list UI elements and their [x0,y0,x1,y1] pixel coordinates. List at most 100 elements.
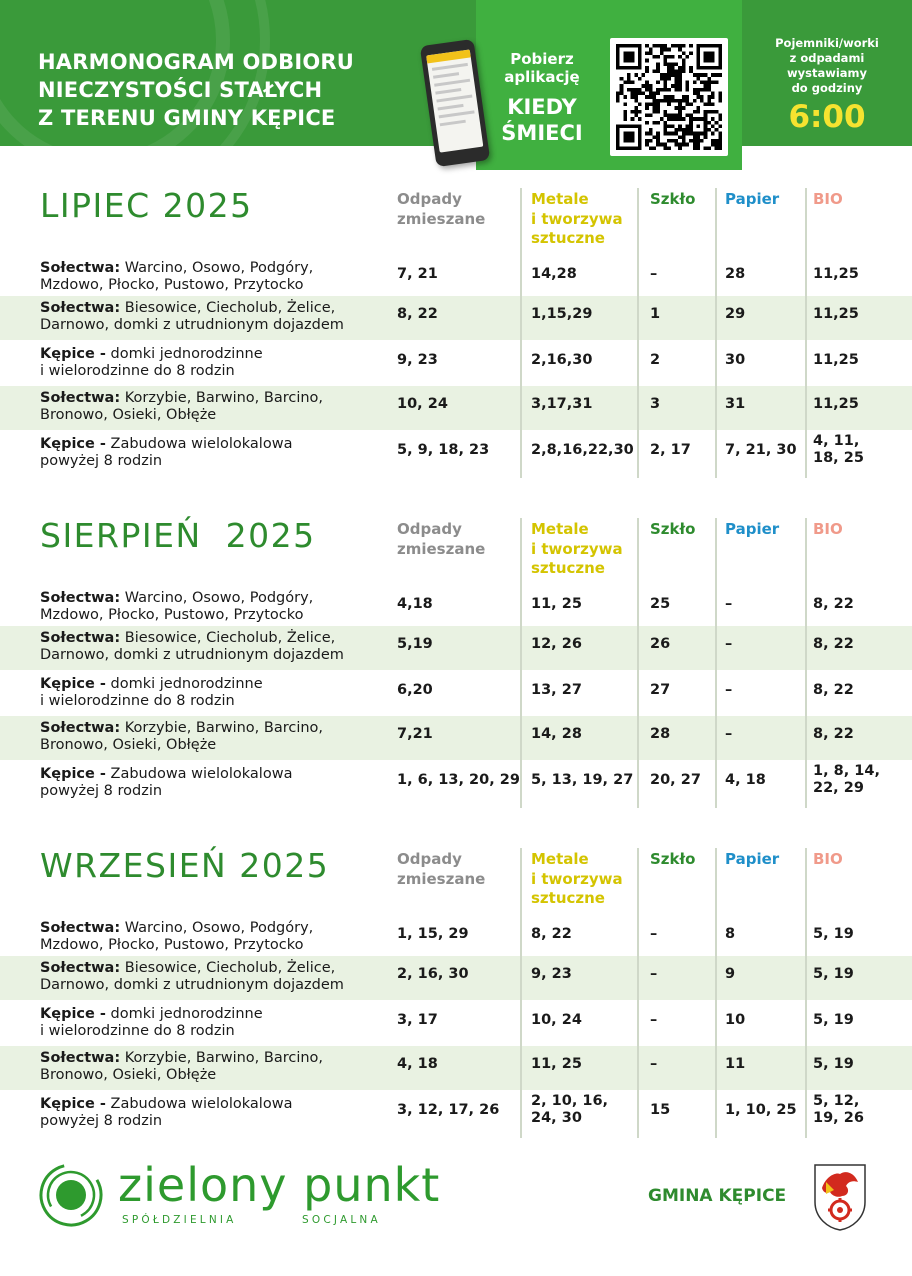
header-banner: HARMONOGRAM ODBIORU NIECZYSTOŚCI STAŁYCH… [0,0,912,146]
column-header-line: Szkło [650,520,696,538]
cell-mixed-waste: 8, 22 [397,306,438,323]
cell-value: 6,20 [397,682,433,698]
location-cell: Kępice - Zabudowa wielolokalowa powyżej 8… [40,436,292,470]
cell-glass: 2 [650,352,660,369]
cell-value: 9 [725,966,736,982]
location-names: Biesowice, Ciecholub, Żelice, [120,960,336,976]
location-line: Sołectwa: Biesowice, Ciecholub, Żelice, [40,300,344,317]
column-header-bio: BIO [813,520,843,540]
location-names: Zabudowa wielolokalowa [105,436,293,452]
column-header-line: i tworzywa [531,209,623,228]
table-row: Kępice - Zabudowa wielolokalowa powyżej 8… [0,762,912,806]
municipality-name: GMINA KĘPICE [648,1186,787,1206]
location-line: i wielorodzinne do 8 rodzin [40,1023,235,1039]
logo-subtitle-right: SOCJALNA [302,1214,381,1226]
cell-value: 28 [725,266,746,282]
cell-bio: 1, 8, 14, 22, 29 [813,763,880,797]
cell-value: 10 [725,1012,746,1028]
cell-value: 10, 24 [531,1012,582,1028]
month-title: LIPIEC 2025 [40,186,253,225]
cell-metals-plastics: 2,16,30 [531,352,592,369]
location-line: i wielorodzinne do 8 rodzin [40,363,235,379]
cell-bio: 5, 12, 19, 26 [813,1093,864,1127]
location-cell: Kępice - Zabudowa wielolokalowa powyżej 8… [40,1096,292,1130]
cell-glass: – [650,1056,657,1073]
table-row: Sołectwa: Korzybie, Barwino, Barcino, Bro… [0,1046,912,1090]
cell-value: 3, 17 [397,1012,438,1028]
location-names: Korzybie, Barwino, Barcino, [120,720,324,736]
cell-value: 7, 21 [397,266,438,282]
cell-bio: 11,25 [813,306,859,323]
cell-value: 11,25 [813,352,859,368]
title-line: NIECZYSTOŚCI STAŁYCH [38,78,323,102]
cell-metals-plastics: 8, 22 [531,926,572,943]
cell-value: 11, 25 [531,1056,582,1072]
cell-value: – [725,596,733,612]
cell-bio: 11,25 [813,352,859,369]
cell-value: 10, 24 [397,396,448,412]
location-names: Zabudowa wielolokalowa [105,766,293,782]
location-line: Darnowo, domki z utrudnionym dojazdem [40,977,344,993]
qr-code-icon[interactable] [610,38,728,156]
cell-paper: – [725,726,732,743]
pickup-time: 6:00 [788,99,866,135]
cell-value: – [650,1012,658,1028]
cell-metals-plastics: 14, 28 [531,726,582,743]
location-line: Kępice - Zabudowa wielolokalowa [40,436,292,453]
cell-value: 2, 16, 30 [397,966,469,982]
cell-value: 25 [650,596,671,612]
cell-glass: 1 [650,306,660,323]
cell-glass: – [650,1012,657,1029]
location-names: Warcino, Osowo, Podgóry, [120,260,314,276]
location-cell: Kępice - Zabudowa wielolokalowa powyżej 8… [40,766,292,800]
location-label: Sołectwa: [40,1050,121,1066]
cell-metals-plastics: 11, 25 [531,596,582,613]
table-row: Sołectwa: Biesowice, Ciecholub, Żelice, D… [0,956,912,1000]
location-cell: Sołectwa: Biesowice, Ciecholub, Żelice, D… [40,300,344,334]
location-cell: Sołectwa: Warcino, Osowo, Podgóry, Mzdowo… [40,260,313,294]
location-line: Bronowo, Osieki, Obłęże [40,737,217,753]
cell-value: 14, 28 [531,726,582,742]
location-line: Mzdowo, Płocko, Pustowo, Przytocko [40,607,304,623]
location-label: Kępice - [40,766,106,782]
location-label: Sołectwa: [40,920,121,936]
app-prompt-line: Pobierz [510,50,574,68]
location-cell: Sołectwa: Biesowice, Ciecholub, Żelice, D… [40,960,344,994]
cell-paper: 30 [725,352,745,369]
cell-value: 4, 18 [725,772,766,788]
column-header-line: i tworzywa [531,539,623,558]
cell-mixed-waste: 5, 9, 18, 23 [397,442,489,459]
column-divider [715,848,717,1138]
location-line: Sołectwa: Korzybie, Barwino, Barcino, [40,720,323,737]
location-names: Biesowice, Ciecholub, Żelice, [120,630,336,646]
app-download-box[interactable]: Pobierz aplikację KIEDY ŚMIECI [476,0,742,170]
cell-value: 15 [650,1102,671,1118]
location-label: Sołectwa: [40,390,121,406]
cell-value: 5, 19 [813,926,854,942]
column-header-bio: BIO [813,850,843,870]
cell-value: 1, 6, 13, 20, 29 [397,772,520,788]
cell-value: 1, 10, 25 [725,1102,797,1118]
cell-paper: 9 [725,966,735,983]
location-cell: Sołectwa: Korzybie, Barwino, Barcino, Bro… [40,390,323,424]
cell-value: 7, 21, 30 [725,442,797,458]
cell-glass: 25 [650,596,670,613]
cell-glass: 3 [650,396,660,413]
location-label: Kępice - [40,676,106,692]
cell-value: – [650,966,658,982]
location-line: Sołectwa: Biesowice, Ciecholub, Żelice, [40,960,344,977]
pickup-text-line: do godziny [791,81,863,95]
location-label: Sołectwa: [40,720,121,736]
app-promo-text: Pobierz aplikację KIEDY ŚMIECI [476,50,608,146]
location-cell: Sołectwa: Korzybie, Barwino, Barcino, Bro… [40,720,323,754]
cell-value: 26 [650,636,671,652]
cell-paper: 28 [725,266,745,283]
column-header-line: Metale [531,520,589,538]
cell-value: 11,25 [813,396,859,412]
cell-value: 12, 26 [531,636,582,652]
cell-value: 5, 13, 19, 27 [531,772,634,788]
location-line: Mzdowo, Płocko, Pustowo, Przytocko [40,937,304,953]
month-title: SIERPIEŃ 2025 [40,516,316,555]
column-header-glass: Szkło [650,850,695,870]
location-line: Kępice - domki jednorodzinne [40,1006,263,1023]
